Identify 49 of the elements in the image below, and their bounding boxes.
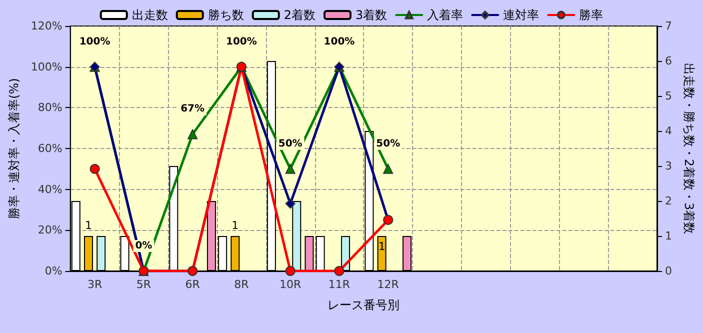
data-label: 1 — [84, 219, 92, 232]
y2-tick-label: 4 — [665, 124, 672, 138]
y2-axis-title: 出走数・勝ち数・2着数・3着数 — [682, 62, 696, 234]
y-tick-label: 20% — [38, 224, 62, 237]
data-label: 1 — [232, 219, 239, 232]
legend-label: 入着率 — [427, 8, 464, 22]
point — [334, 266, 344, 276]
y-tick-label: 60% — [38, 142, 62, 155]
y2-tick-label: 7 — [665, 20, 672, 32]
legend-label: 出走数 — [132, 8, 168, 22]
x-tick-label: 11R — [328, 278, 350, 291]
y-tick-label: 100% — [30, 60, 62, 74]
point — [383, 164, 394, 174]
y-tick-label: 80% — [38, 101, 62, 114]
data-label: 100% — [226, 36, 257, 48]
y-tick-label: 40% — [38, 182, 62, 196]
point — [285, 266, 296, 276]
y2-tick-label: 0 — [665, 264, 672, 278]
data-label: 0% — [135, 240, 152, 252]
point — [285, 164, 296, 174]
point — [285, 198, 296, 209]
x-tick-label: 8R — [234, 278, 250, 291]
point — [188, 129, 198, 140]
data-label: 67% — [180, 104, 205, 115]
y2-tick-label: 3 — [665, 160, 672, 172]
x-tick-label: 12R — [377, 278, 400, 291]
y-axis-title: 勝率・連対率・入着率(%) — [7, 78, 21, 219]
x-tick-label: 6R — [185, 278, 200, 291]
x-tick-label: 3R — [87, 278, 102, 291]
legend-label: 2着数 — [284, 8, 316, 22]
data-label: 100% — [324, 36, 355, 48]
y-tick-label: 120% — [30, 20, 62, 32]
y2-tick-label: 5 — [665, 90, 672, 102]
data-label: 50% — [376, 138, 400, 150]
data-label: 100% — [79, 36, 110, 48]
legend-label: 勝率 — [579, 8, 604, 22]
x-axis-title: レース番号別 — [328, 298, 400, 312]
y2-tick-label: 1 — [665, 230, 672, 242]
y2-tick-label: 2 — [665, 194, 672, 208]
legend-label: 3着数 — [356, 8, 388, 22]
legend-label: 勝ち数 — [208, 8, 244, 22]
data-label: 1 — [378, 240, 386, 253]
point — [90, 164, 100, 174]
y2-tick-label: 6 — [665, 54, 672, 68]
x-tick-label: 10R — [280, 278, 302, 291]
x-tick-label: 5R — [136, 278, 152, 291]
y-tick-label: 0% — [44, 264, 62, 278]
data-label: 50% — [278, 138, 302, 150]
legend-label: 連対率 — [503, 8, 540, 22]
